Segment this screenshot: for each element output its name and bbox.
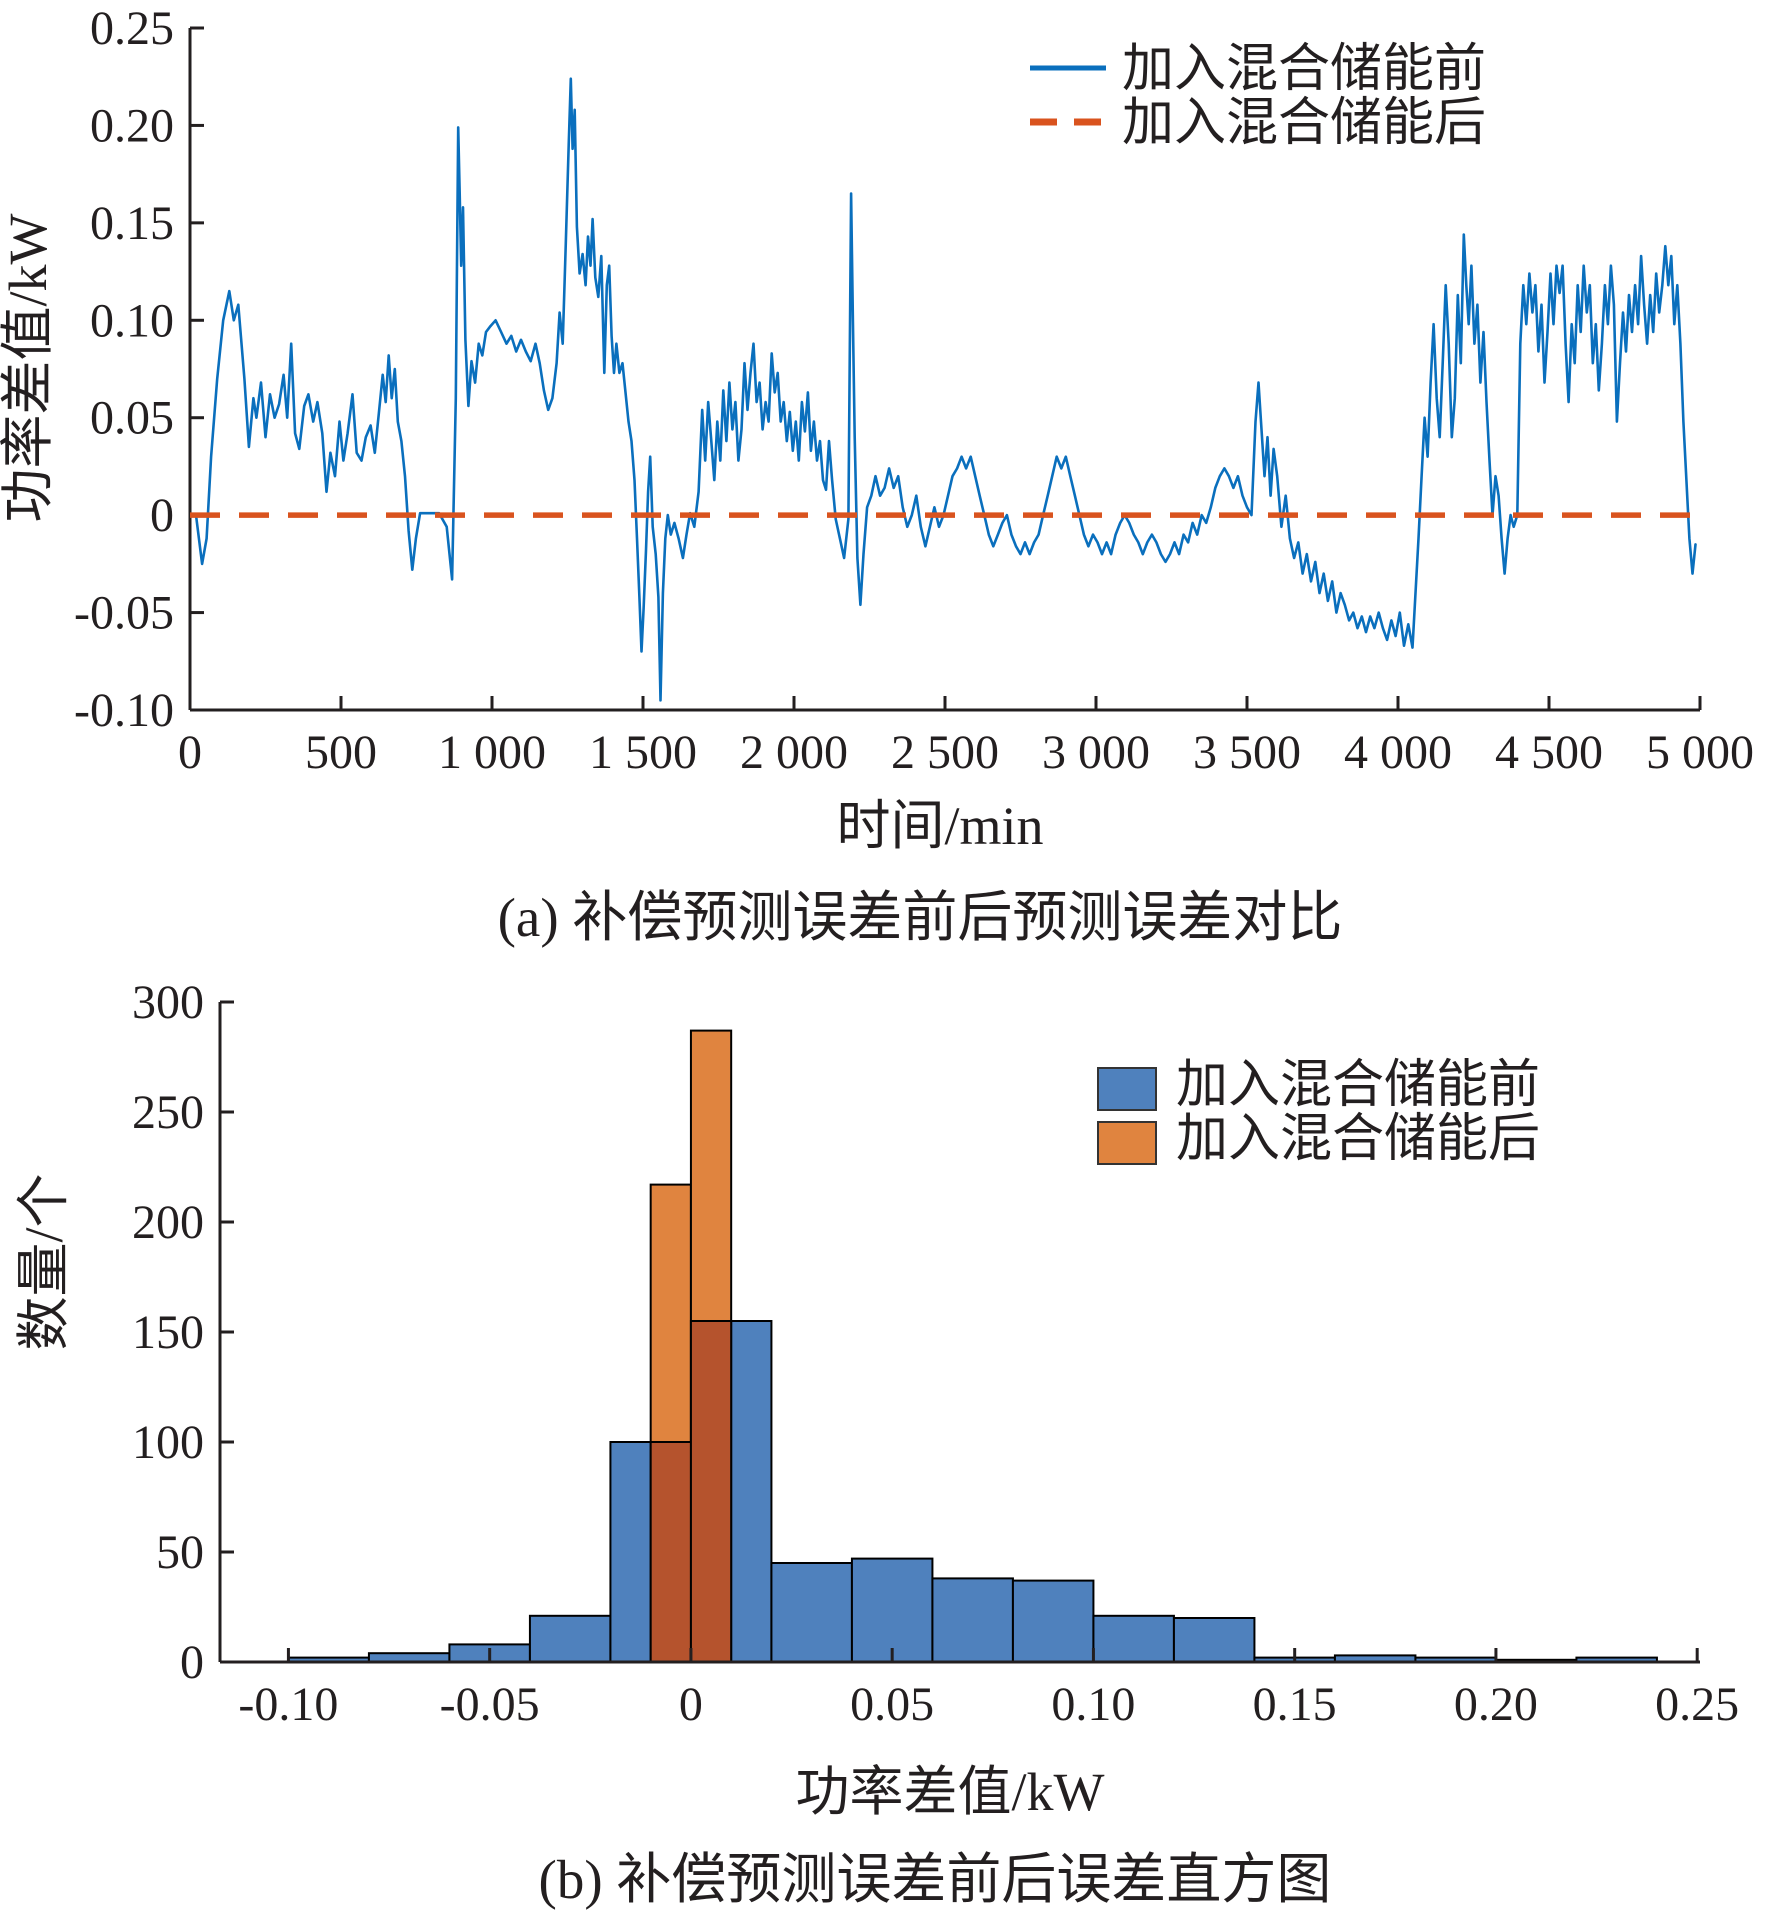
x-tick-label: 0 <box>679 1678 703 1731</box>
panel-a-x-axis-label: 时间/min <box>836 796 1043 856</box>
x-tick-label: -0.05 <box>440 1678 540 1731</box>
y-tick-label: 0.20 <box>90 99 174 152</box>
x-tick-label: -0.10 <box>238 1678 338 1731</box>
panel-b-legend-label-before: 加入混合储能前 <box>1176 1057 1540 1114</box>
legend-swatch-after <box>1097 1121 1157 1165</box>
y-tick-label: 0.15 <box>90 197 174 250</box>
hist-bar-before <box>1011 1579 1095 1663</box>
x-tick-label: 2 500 <box>891 726 999 779</box>
y-tick-label: 0 <box>150 489 174 542</box>
x-tick-label: 2 000 <box>740 726 848 779</box>
x-tick-label: 0.10 <box>1051 1678 1135 1731</box>
y-tick-label: 250 <box>132 1086 204 1139</box>
panel-b-legend-markers <box>1097 1067 1157 1165</box>
panel-a-line-chart: -0.10 -0.05 0 0.05 0.10 0.15 0.20 0.25 0 500 1 000… <box>0 2 1754 948</box>
hist-bar-overlap <box>689 1320 733 1663</box>
hist-bar-before <box>1092 1614 1175 1664</box>
x-tick-label: 4 000 <box>1344 726 1452 779</box>
x-tick-label: 4 500 <box>1495 726 1603 779</box>
panel-a-caption: (a) 补偿预测误差前后预测误差对比 <box>498 887 1343 948</box>
panel-a-series <box>190 77 1700 702</box>
x-tick-label: 0.15 <box>1253 1678 1337 1731</box>
panel-b-legend-label-after: 加入混合储能后 <box>1176 1111 1540 1168</box>
y-tick-label: -0.05 <box>74 587 174 640</box>
x-tick-label: 0 <box>178 726 202 779</box>
panel-b-x-axis-label: 功率差值/kW <box>796 1762 1105 1822</box>
x-tick-label: 5 000 <box>1646 726 1754 779</box>
panel-a-legend-label-before: 加入混合储能前 <box>1122 41 1486 98</box>
panel-a-legend: 加入混合储能前 加入混合储能后 <box>1030 41 1486 152</box>
panel-a-legend-markers <box>1030 65 1106 126</box>
hist-bar-overlap <box>649 1441 692 1663</box>
x-tick-label: 0.25 <box>1655 1678 1739 1731</box>
y-tick-label: 0.05 <box>90 392 174 445</box>
y-tick-label: -0.10 <box>74 684 174 737</box>
y-tick-label: 50 <box>156 1526 204 1579</box>
panel-b-y-axis-label: 数量/个 <box>14 1173 74 1350</box>
series-before-line <box>194 77 1697 702</box>
y-tick-label: 0.10 <box>90 294 174 347</box>
y-tick-label: 0 <box>180 1636 204 1689</box>
panel-b-caption: (b) 补偿预测误差前后误差直方图 <box>539 1849 1332 1910</box>
hist-bar-before <box>770 1562 853 1663</box>
panel-a-y-axis-label: 功率差值/kW <box>0 213 58 522</box>
panel-a-axes: -0.10 -0.05 0 0.05 0.10 0.15 0.20 0.25 0 500 1 000… <box>74 2 1754 779</box>
hist-bar-before <box>931 1577 1014 1664</box>
y-tick-label: 300 <box>132 976 204 1029</box>
y-tick-label: 0.25 <box>90 2 174 55</box>
x-tick-label: 3 000 <box>1042 726 1150 779</box>
x-tick-label: 500 <box>305 726 377 779</box>
panel-b-bars <box>287 1029 1658 1664</box>
panel-b-legend: 加入混合储能前 加入混合储能后 <box>1097 1057 1540 1168</box>
hist-bar-before <box>850 1557 934 1663</box>
x-tick-label: 1 500 <box>589 726 697 779</box>
x-tick-label: 0.05 <box>850 1678 934 1731</box>
panel-b-axes: 0 50 100 150 200 250 300 -0.10 -0.05 0 0.05 0.10 0.1… <box>132 976 1739 1731</box>
hist-bar-before <box>528 1614 612 1664</box>
x-tick-label: 0.20 <box>1454 1678 1538 1731</box>
y-tick-label: 150 <box>132 1306 204 1359</box>
hist-bar-before <box>1172 1617 1256 1663</box>
legend-swatch-before <box>1097 1067 1157 1111</box>
panel-b-histogram: 0 50 100 150 200 250 300 -0.10 -0.05 0 0.05 0.10 0.1… <box>14 976 1739 1910</box>
x-tick-label: 3 500 <box>1193 726 1301 779</box>
y-tick-label: 200 <box>132 1196 204 1249</box>
y-tick-label: 100 <box>132 1416 204 1469</box>
panel-a-legend-label-after: 加入混合储能后 <box>1122 95 1486 152</box>
x-tick-label: 1 000 <box>438 726 546 779</box>
